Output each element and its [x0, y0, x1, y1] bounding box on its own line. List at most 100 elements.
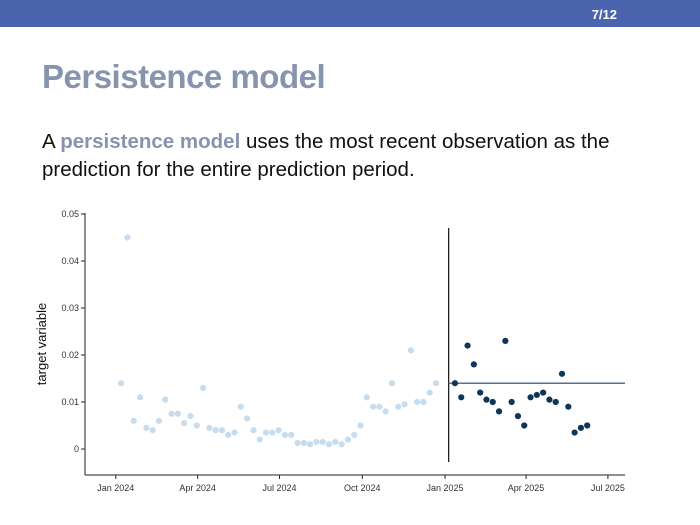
history-point: [130, 417, 137, 424]
history-point: [351, 431, 358, 438]
history-point: [250, 427, 257, 434]
actual-point: [495, 408, 503, 415]
y-axis: 0 0.01 0.02 0.03 0.04 0.05: [61, 209, 86, 475]
history-point: [244, 415, 251, 422]
history-point: [338, 441, 345, 448]
x-ticks: Jan 2024 Apr 2024 Jul 2024 Oct 2024 Jan 2025…: [97, 475, 625, 493]
y-tick-label: 0.03: [61, 303, 79, 313]
x-tick-label: Jul 2025: [591, 483, 625, 493]
history-point: [376, 403, 383, 410]
body-text-suffix: uses the most recent observation as the …: [42, 130, 610, 181]
history-point: [206, 424, 213, 431]
history-point: [332, 438, 339, 446]
actual-point: [546, 396, 553, 403]
y-axis-label: target variable: [34, 303, 49, 385]
x-axis: Jan 2024 Apr 2024 Jul 2024 Oct 2024 Jan 2025…: [85, 474, 625, 493]
x-tick-label: Jul 2024: [263, 483, 297, 493]
history-point: [426, 389, 433, 396]
history-point: [307, 441, 314, 448]
history-point: [363, 394, 370, 401]
actual-point: [458, 394, 465, 401]
history-point: [187, 413, 194, 420]
actual-point: [571, 429, 578, 436]
history-point: [174, 410, 181, 417]
history-point: [382, 408, 389, 415]
y-tick-label: 0.04: [61, 256, 79, 266]
history-point: [225, 431, 232, 438]
history-point: [193, 422, 200, 429]
y-tick-label: 0.05: [61, 209, 79, 219]
history-point: [143, 424, 150, 431]
history-point: [162, 396, 169, 403]
history-point: [319, 438, 326, 446]
actual-point: [552, 398, 559, 406]
history-point: [212, 427, 219, 434]
history-point: [136, 394, 144, 401]
x-tick-label: Apr 2025: [508, 483, 545, 493]
history-point: [432, 380, 440, 387]
history-point: [149, 427, 156, 434]
history-point: [262, 429, 270, 436]
history-point: [388, 380, 396, 387]
y-tick-label: 0: [74, 444, 79, 454]
x-tick-label: Jan 2025: [427, 483, 464, 493]
y-ticks: 0 0.01 0.02 0.03 0.04 0.05: [61, 209, 85, 454]
actual-point: [464, 342, 471, 349]
body-text-highlight: persistence model: [60, 130, 241, 153]
slide-number: 7/12: [591, 7, 617, 22]
actual-point: [483, 396, 490, 403]
actual-point: [521, 422, 528, 429]
history-point: [414, 398, 421, 406]
x-tick-label: Apr 2024: [179, 483, 216, 493]
actual-point: [577, 424, 585, 431]
actual-point: [527, 394, 534, 401]
history-point: [155, 417, 163, 424]
history-point: [407, 347, 414, 354]
persistence-chart: 0 0.01 0.02 0.03 0.04 0.05 Jan 2024 Apr 2024 Ju…: [34, 209, 625, 493]
history-point: [118, 380, 125, 387]
y-tick-label: 0.01: [61, 397, 79, 407]
history-point: [269, 429, 276, 436]
history-point: [124, 234, 131, 241]
history-point: [325, 441, 333, 448]
actual-point: [508, 398, 515, 406]
history-point: [369, 403, 377, 410]
history-point: [237, 403, 244, 410]
history-point: [281, 431, 289, 438]
history-point: [199, 384, 207, 391]
body-text-prefix: A: [42, 130, 61, 153]
history-series: [118, 234, 440, 448]
actual-point: [584, 422, 591, 429]
actual-point: [565, 403, 572, 410]
history-point: [294, 439, 301, 446]
history-point: [231, 429, 238, 436]
history-point: [395, 403, 402, 410]
actual-point: [540, 389, 547, 396]
actual-point: [514, 413, 522, 420]
history-point: [357, 422, 364, 429]
history-point: [181, 420, 188, 427]
history-point: [420, 398, 427, 406]
actual-point: [533, 391, 540, 399]
history-point: [256, 436, 263, 443]
actual-point: [558, 370, 566, 377]
history-point: [401, 401, 408, 408]
slide-body-text: A persistence model uses the most recent…: [42, 128, 662, 184]
history-point: [313, 438, 320, 446]
history-point: [218, 427, 226, 434]
history-point: [168, 410, 175, 417]
history-point: [288, 431, 295, 438]
actual-point: [451, 380, 459, 387]
x-tick-label: Oct 2024: [344, 483, 381, 493]
history-point: [275, 427, 282, 434]
history-point: [300, 439, 307, 446]
y-tick-label: 0.02: [61, 350, 79, 360]
actual-point: [502, 337, 509, 344]
x-tick-label: Jan 2024: [97, 483, 134, 493]
actual-point: [470, 361, 477, 368]
top-bar: 7/12: [0, 0, 700, 27]
actual-series: [451, 337, 591, 436]
slide-title: Persistence model: [42, 58, 326, 95]
actual-point: [477, 389, 484, 396]
history-point: [344, 436, 352, 443]
